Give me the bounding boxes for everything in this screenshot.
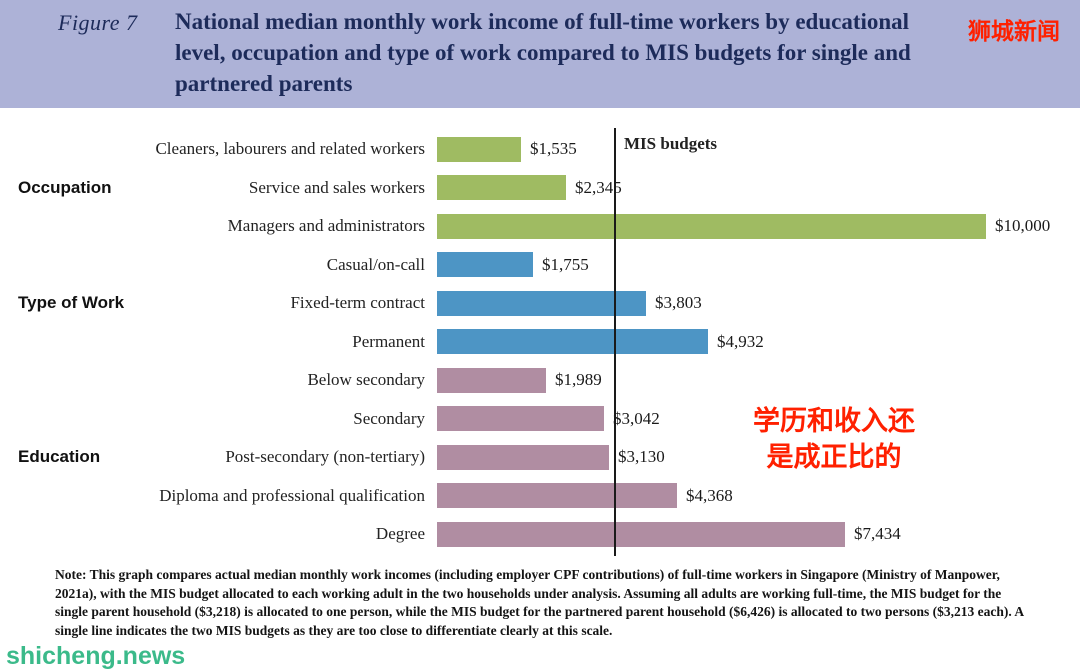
value-label: $3,803 [655, 293, 702, 313]
bar-row: Post-secondary (non-tertiary) $3,130 [0, 438, 1080, 477]
bar-row: Cleaners, labourers and related workers $… [0, 130, 1080, 169]
site-brand: 狮城新闻 [968, 19, 1060, 45]
bar [437, 175, 566, 201]
value-label: $1,755 [542, 254, 589, 274]
bar [437, 483, 677, 509]
value-label: $2,345 [575, 177, 622, 197]
bar-row: Secondary $3,042 [0, 400, 1080, 439]
bar-track: $4,368 [437, 483, 1080, 509]
bar [437, 290, 646, 316]
value-label: $7,434 [854, 524, 901, 544]
category-label: Cleaners, labourers and related workers [155, 139, 425, 159]
category-label: Managers and administrators [227, 216, 425, 236]
value-label: $4,932 [717, 331, 764, 351]
bar-track: $7,434 [437, 521, 1080, 547]
bar-rows: Cleaners, labourers and related workers $… [0, 130, 1080, 554]
bar-row: Service and sales workers $2,345 [0, 169, 1080, 208]
bar [437, 521, 845, 547]
chart-footnote: Note: This graph compares actual median … [55, 567, 1024, 638]
category-label: Below secondary [307, 370, 425, 390]
annotation-line-2: 是成正比的 [766, 442, 902, 473]
watermark: shicheng.news [6, 642, 186, 670]
bar-row: Casual/on-call $1,755 [0, 246, 1080, 285]
bar [437, 406, 604, 432]
value-label: $3,042 [613, 408, 660, 428]
value-label: $1,535 [530, 139, 577, 159]
category-label: Secondary [353, 408, 425, 428]
bar [437, 329, 708, 355]
bar-track: $4,932 [437, 329, 1080, 355]
bar-row: Fixed-term contract $3,803 [0, 284, 1080, 323]
bar-track: $2,345 [437, 175, 1080, 201]
bar-track: $1,989 [437, 367, 1080, 393]
bar [437, 136, 521, 162]
chinese-annotation: 学历和收入还 是成正比的 [736, 404, 932, 476]
bar [437, 213, 986, 239]
category-label: Permanent [352, 331, 425, 351]
mis-budget-label: MIS budgets [624, 134, 718, 153]
bar-chart: Cleaners, labourers and related workers $… [0, 108, 1080, 560]
group-label: Type of Work [18, 293, 125, 313]
mis-budget-reference-line [614, 128, 616, 556]
bar-row: Diploma and professional qualification $4… [0, 477, 1080, 516]
figure-title: National median monthly work income of f… [175, 9, 911, 96]
value-label: $10,000 [995, 216, 1051, 236]
category-label: Diploma and professional qualification [159, 485, 425, 505]
group-label: Education [18, 447, 101, 467]
value-label: $4,368 [686, 485, 733, 505]
bar [437, 367, 546, 393]
figure-number: Figure 7 [58, 10, 138, 35]
bar-track: $3,042 [437, 406, 1080, 432]
figure-header: Figure 7 National median monthly work in… [0, 0, 1080, 108]
category-label: Post-secondary (non-tertiary) [225, 447, 425, 467]
bar [437, 444, 609, 470]
bar-row: Permanent $4,932 [0, 323, 1080, 362]
bar-row: Degree $7,434 [0, 515, 1080, 554]
category-label: Fixed-term contract [290, 293, 425, 313]
annotation-line-1: 学历和收入还 [753, 406, 915, 437]
group-label: Occupation [18, 177, 112, 197]
bar-row: Managers and administrators $10,000 [0, 207, 1080, 246]
bar-track: $3,130 [437, 444, 1080, 470]
category-label: Degree [375, 524, 425, 544]
value-label: $3,130 [618, 447, 665, 467]
bar-track: $3,803 [437, 290, 1080, 316]
bar-track: $1,535 [437, 136, 1080, 162]
bar-track: $10,000 [437, 213, 1080, 239]
bar-row: Below secondary $1,989 [0, 361, 1080, 400]
value-label: $1,989 [555, 370, 602, 390]
category-label: Service and sales workers [248, 177, 425, 197]
bar [437, 252, 533, 278]
category-label: Casual/on-call [326, 254, 425, 274]
bar-track: $1,755 [437, 252, 1080, 278]
